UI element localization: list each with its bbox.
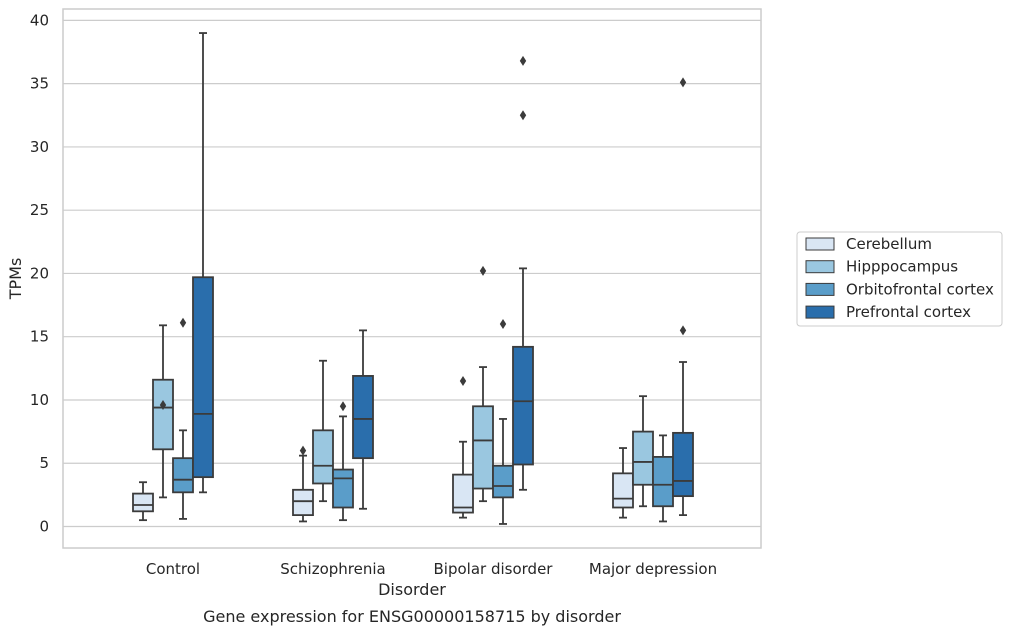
box-1-3 [632,395,654,508]
box-0-2 [452,375,474,519]
plot-area [62,8,762,549]
box-iqr [492,464,514,499]
outlier-point [159,400,167,411]
y-tick-label: 25 [30,201,49,219]
box-0-3 [612,447,634,519]
outlier-point [179,317,187,328]
legend-item: Orbitofrontal cortex [805,280,994,298]
outlier-point [339,401,347,412]
outlier-point [519,110,527,121]
box-iqr [152,378,174,451]
x-axis-ticks: Control Schizophrenia Bipolar disorder Majo… [146,560,717,578]
box-iqr [192,276,214,479]
box-2-0 [172,317,194,520]
legend-swatch [805,282,835,296]
box-iqr [172,457,194,494]
legend-item: Cerebellum [805,235,932,253]
y-tick-label: 15 [30,328,49,346]
outlier-point [479,265,487,276]
box-iqr [612,472,634,509]
box-1-0 [152,324,174,499]
figure-caption: Gene expression for ENSG00000158715 by d… [203,607,621,626]
y-tick-label: 5 [39,454,49,472]
box-2-2 [492,319,514,525]
box-iqr [452,473,474,514]
legend-swatch [805,260,835,274]
box-2-1 [332,401,354,522]
legend: Cerebellum Hipppocampus Orbitofrontal cort… [796,231,1003,327]
box-iqr [652,456,674,508]
box-iqr [632,430,654,486]
box-iqr [472,405,494,490]
y-tick-label: 20 [30,264,49,282]
y-tick-label: 0 [39,517,49,535]
box-iqr [332,468,354,509]
x-tick-label: Control [146,560,200,578]
box-2-3 [652,434,674,523]
box-3-3 [672,77,694,517]
y-tick-label: 10 [30,391,49,409]
legend-label: Hipppocampus [846,258,958,276]
y-axis-title: TPMs [6,258,25,301]
outlier-point [499,319,507,330]
box-1-1 [312,359,334,503]
y-tick-label: 30 [30,138,49,156]
legend-label: Prefrontal cortex [846,303,971,321]
box-iqr [292,488,314,517]
outlier-point [459,375,467,386]
box-0-1 [292,445,314,523]
outlier-point [679,77,687,88]
y-tick-label: 35 [30,75,49,93]
legend-item: Hipppocampus [805,258,958,276]
legend-swatch [805,237,835,251]
x-axis-title: Disorder [378,580,446,599]
box-3-0 [192,32,214,494]
legend-items: Cerebellum Hipppocampus Orbitofrontal cort… [805,235,994,321]
outlier-point [299,445,307,456]
box-3-1 [352,329,374,510]
box-iqr [352,375,374,460]
grid-lines [63,19,761,528]
box-iqr [672,431,694,498]
outlier-point [679,325,687,336]
box-iqr [312,429,334,485]
outlier-point [519,55,527,66]
box-3-2 [512,55,534,491]
legend-frame [796,231,1003,327]
box-0-0 [132,481,154,522]
box-iqr [512,345,534,466]
boxes [132,32,694,525]
y-tick-label: 40 [30,11,49,29]
x-tick-label: Bipolar disorder [434,560,554,578]
legend-label: Cerebellum [846,235,932,253]
x-tick-label: Major depression [589,560,717,578]
legend-item: Prefrontal cortex [805,303,971,321]
x-tick-label: Schizophrenia [280,560,385,578]
legend-label: Orbitofrontal cortex [846,280,994,298]
y-axis-ticks: 0 5 10 15 20 25 30 35 40 [30,11,49,535]
legend-swatch [805,305,835,319]
box-iqr [132,492,154,513]
box-1-2 [472,265,494,503]
